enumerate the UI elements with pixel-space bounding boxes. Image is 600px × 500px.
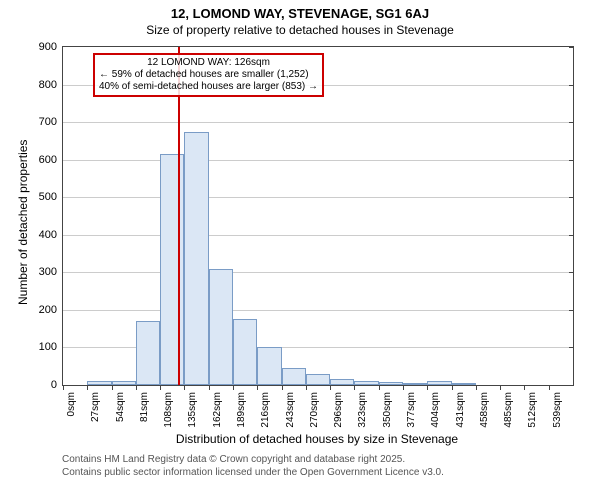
gridline (63, 197, 573, 198)
histogram-bar (306, 374, 330, 385)
y-tick-mark (569, 235, 574, 236)
y-tick-mark (569, 347, 574, 348)
x-tick-label: 485sqm (503, 392, 514, 428)
histogram-bar (403, 383, 427, 385)
x-tick-mark (136, 385, 137, 390)
x-tick-label: 54sqm (115, 392, 126, 422)
x-tick-mark (306, 385, 307, 390)
histogram-bar (427, 381, 451, 385)
x-tick-label: 270sqm (309, 392, 320, 428)
x-tick-mark (209, 385, 210, 390)
property-size-chart: 12, LOMOND WAY, STEVENAGE, SG1 6AJ Size … (0, 0, 600, 500)
x-tick-label: 189sqm (236, 392, 247, 428)
x-axis-label: Distribution of detached houses by size … (62, 432, 572, 446)
histogram-bar (330, 379, 354, 385)
x-tick-label: 108sqm (163, 392, 174, 428)
x-tick-label: 162sqm (212, 392, 223, 428)
histogram-bar (379, 382, 403, 385)
y-tick-label: 300 (39, 266, 63, 278)
x-tick-mark (282, 385, 283, 390)
x-tick-label: 323sqm (357, 392, 368, 428)
y-tick-label: 800 (39, 79, 63, 91)
x-tick-label: 350sqm (382, 392, 393, 428)
histogram-bar (282, 368, 306, 385)
x-tick-label: 296sqm (333, 392, 344, 428)
x-tick-mark (549, 385, 550, 390)
x-tick-mark (427, 385, 428, 390)
x-tick-label: 377sqm (406, 392, 417, 428)
x-tick-mark (330, 385, 331, 390)
x-tick-mark (112, 385, 113, 390)
x-tick-mark (257, 385, 258, 390)
histogram-bar (87, 381, 111, 386)
x-tick-mark (379, 385, 380, 390)
histogram-bar (209, 269, 233, 385)
x-tick-mark (500, 385, 501, 390)
x-tick-label: 216sqm (260, 392, 271, 428)
histogram-bar (233, 319, 257, 385)
histogram-bar (452, 383, 476, 385)
x-tick-mark (63, 385, 64, 390)
x-tick-label: 458sqm (479, 392, 490, 428)
x-tick-mark (354, 385, 355, 390)
x-tick-label: 243sqm (285, 392, 296, 428)
y-tick-mark (569, 385, 574, 386)
x-tick-mark (524, 385, 525, 390)
x-tick-label: 27sqm (90, 392, 101, 422)
y-tick-mark (569, 272, 574, 273)
histogram-bar (257, 347, 281, 385)
y-tick-mark (569, 197, 574, 198)
annotation-title: 12 LOMOND WAY: 126sqm (99, 57, 318, 69)
x-tick-mark (160, 385, 161, 390)
y-tick-label: 700 (39, 116, 63, 128)
y-tick-label: 600 (39, 154, 63, 166)
gridline (63, 272, 573, 273)
x-tick-mark (403, 385, 404, 390)
gridline (63, 235, 573, 236)
plot-area: 01002003004005006007008009000sqm27sqm54s… (62, 46, 574, 386)
gridline (63, 122, 573, 123)
x-tick-mark (476, 385, 477, 390)
x-tick-label: 404sqm (430, 392, 441, 428)
y-tick-mark (569, 85, 574, 86)
histogram-bar (136, 321, 160, 385)
x-tick-label: 0sqm (66, 392, 77, 416)
y-tick-mark (569, 160, 574, 161)
x-tick-label: 431sqm (455, 392, 466, 428)
x-tick-mark (184, 385, 185, 390)
y-tick-label: 200 (39, 304, 63, 316)
histogram-bar (184, 132, 208, 386)
y-tick-label: 100 (39, 341, 63, 353)
histogram-bar (112, 381, 136, 386)
annotation-line-2: 40% of semi-detached houses are larger (… (99, 81, 318, 93)
x-tick-label: 135sqm (187, 392, 198, 428)
chart-subtitle: Size of property relative to detached ho… (0, 21, 600, 41)
x-tick-label: 539sqm (552, 392, 563, 428)
y-tick-label: 500 (39, 191, 63, 203)
y-tick-mark (569, 122, 574, 123)
y-tick-label: 900 (39, 41, 63, 53)
x-tick-mark (233, 385, 234, 390)
x-tick-mark (452, 385, 453, 390)
footer-line-1: Contains HM Land Registry data © Crown c… (62, 454, 405, 465)
y-tick-mark (569, 310, 574, 311)
y-tick-label: 400 (39, 229, 63, 241)
gridline (63, 310, 573, 311)
histogram-bar (354, 381, 378, 385)
annotation-box: 12 LOMOND WAY: 126sqm← 59% of detached h… (93, 53, 324, 97)
annotation-line-1: ← 59% of detached houses are smaller (1,… (99, 69, 318, 81)
y-tick-label: 0 (51, 379, 63, 391)
x-tick-label: 512sqm (527, 392, 538, 428)
x-tick-mark (87, 385, 88, 390)
y-tick-mark (569, 47, 574, 48)
footer-line-2: Contains public sector information licen… (62, 467, 444, 478)
property-marker-line (178, 47, 180, 385)
gridline (63, 160, 573, 161)
y-axis-label: Number of detached properties (16, 140, 30, 305)
histogram-bar (160, 154, 184, 385)
chart-title: 12, LOMOND WAY, STEVENAGE, SG1 6AJ (0, 0, 600, 21)
x-tick-label: 81sqm (139, 392, 150, 422)
